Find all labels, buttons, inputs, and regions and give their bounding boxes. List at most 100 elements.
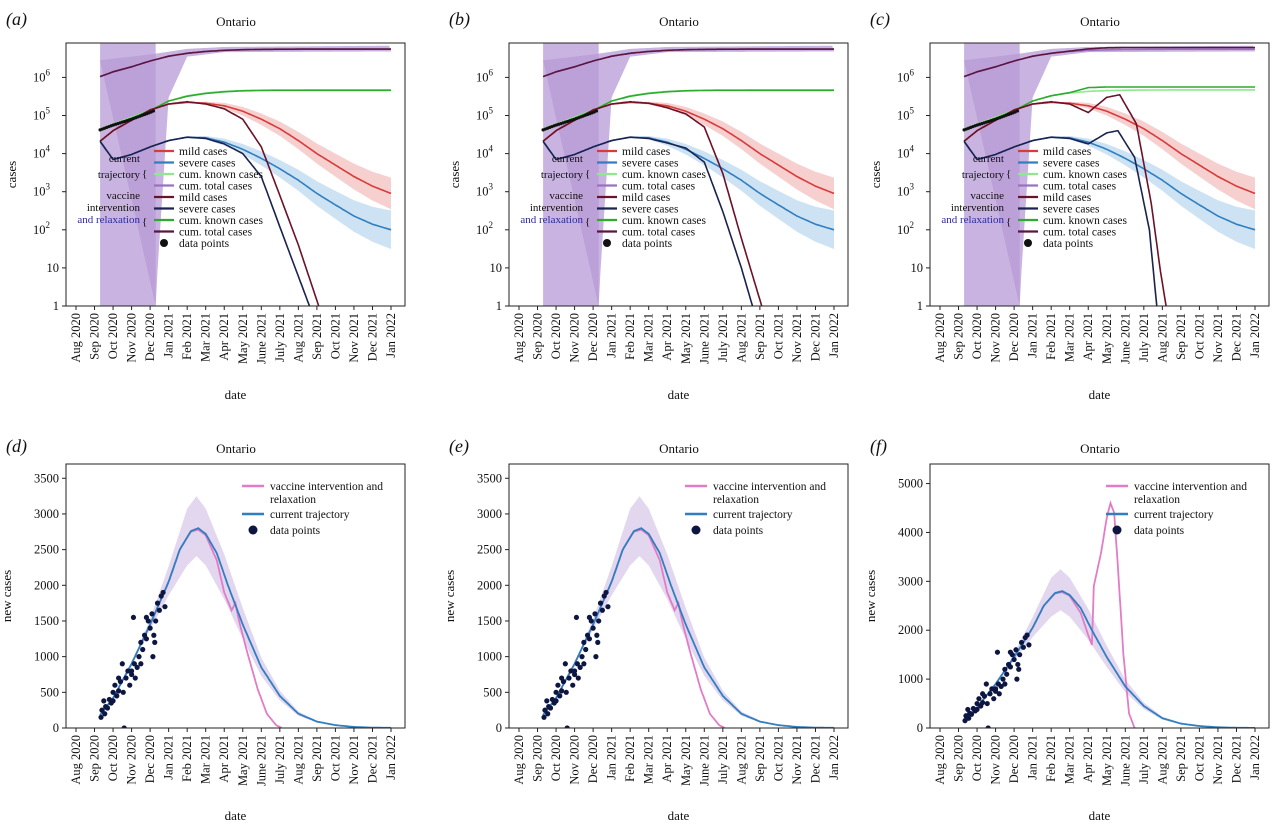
- data-point: [985, 725, 991, 728]
- x-tick-label: Nov 2020: [989, 313, 1003, 363]
- vaccine-label: intervention: [87, 202, 141, 214]
- plot-frame: [508, 42, 849, 307]
- data-point: [966, 715, 972, 721]
- data-point: [545, 711, 551, 717]
- data-point: [605, 604, 611, 610]
- y-tick-label: 102: [33, 220, 50, 237]
- legend-label: cum. known cases: [179, 169, 264, 181]
- x-tick-label: Jan 2022: [827, 735, 841, 780]
- data-point: [102, 711, 108, 717]
- legend-label: relaxation: [1134, 494, 1180, 506]
- data-point: [571, 671, 578, 678]
- data-point: [153, 618, 159, 624]
- legend-label: current trajectory: [1134, 509, 1214, 521]
- legend-label: cum. known cases: [1043, 215, 1128, 227]
- x-tick-label: July 2021: [1137, 313, 1151, 362]
- legend-label: data points: [179, 238, 230, 250]
- x-tick-label: Nov 2020: [989, 735, 1003, 785]
- x-tick-label: Oct 2020: [970, 735, 984, 781]
- y-tick-label: 5000: [898, 477, 923, 491]
- y-tick-label: 10: [47, 261, 60, 275]
- x-tick-label: Sep 2020: [88, 735, 102, 782]
- data-point: [562, 661, 568, 667]
- legend-label: data points: [1134, 525, 1185, 537]
- data-point: [599, 607, 605, 613]
- y-tick-label: 10: [490, 261, 503, 275]
- x-tick-label: Jan 2021: [605, 313, 619, 358]
- data-point: [595, 639, 601, 645]
- data-point: [138, 639, 144, 645]
- data-point: [99, 707, 105, 713]
- brace: {: [585, 216, 590, 228]
- data-point: [112, 682, 118, 688]
- x-axis-label: date: [1089, 387, 1111, 402]
- y-axis-label: new cases: [0, 570, 14, 622]
- legend-label: cum. total cases: [179, 181, 253, 193]
- legend-label: cum. total cases: [1043, 181, 1117, 193]
- data-point: [575, 675, 581, 681]
- x-tick-label: May 2021: [1100, 735, 1114, 786]
- x-tick-label: Nov 2020: [568, 735, 582, 785]
- legend-label: cum. known cases: [622, 215, 707, 227]
- x-tick-label: Sep 2021: [310, 735, 324, 782]
- x-tick-label: July 2021: [273, 735, 287, 784]
- legend-label: severe cases: [1043, 158, 1100, 170]
- x-tick-label: Sep 2021: [753, 735, 767, 782]
- x-tick-label: Sep 2021: [1174, 313, 1188, 360]
- data-point: [123, 675, 129, 681]
- x-axis-label: date: [668, 387, 690, 402]
- current-label: current: [552, 153, 583, 165]
- x-tick-label: July 2021: [273, 313, 287, 362]
- x-tick-label: Sep 2021: [310, 313, 324, 360]
- data-point: [1011, 656, 1017, 663]
- x-tick-label: Dec 2021: [808, 735, 822, 783]
- data-point: [1018, 639, 1025, 646]
- x-tick-label: Oct 2021: [771, 313, 785, 359]
- vaccine-label: intervention: [951, 202, 1005, 214]
- y-tick-label: 0: [496, 721, 502, 735]
- legend-label: data points: [270, 525, 321, 537]
- legend-data-marker: [691, 525, 701, 535]
- x-tick-label: Dec 2020: [143, 313, 157, 361]
- x-tick-label: Sep 2020: [531, 313, 545, 360]
- severe-vaccine-line: [99, 136, 311, 306]
- data-point: [564, 725, 570, 728]
- x-tick-label: Dec 2021: [365, 313, 379, 361]
- x-tick-label: Jan 2022: [1248, 313, 1262, 358]
- plot-frame: [508, 463, 849, 729]
- x-tick-label: Apr 2021: [1081, 735, 1095, 783]
- uncertainty-band: [543, 496, 834, 728]
- x-tick-label: Dec 2020: [1007, 735, 1021, 783]
- data-point: [1004, 671, 1010, 677]
- data-point: [138, 661, 144, 667]
- data-point: [1015, 661, 1021, 668]
- x-tick-label: Sep 2020: [952, 313, 966, 360]
- x-tick-label: Dec 2021: [1229, 735, 1243, 783]
- panel-letter: (c): [870, 9, 890, 30]
- data-point: [119, 661, 125, 667]
- legend-label: cum. known cases: [179, 215, 264, 227]
- x-tick-label: Aug 2020: [512, 313, 526, 363]
- y-tick-label: 102: [897, 220, 914, 237]
- cum-total-band: [100, 45, 391, 306]
- x-tick-label: Aug 2021: [1155, 735, 1169, 785]
- data-point: [553, 698, 559, 704]
- y-tick-label: 105: [33, 106, 51, 123]
- vaccine-label: intervention: [530, 202, 584, 214]
- data-point: [603, 589, 609, 596]
- x-tick-label: Oct 2020: [106, 313, 120, 359]
- data-point: [570, 682, 576, 688]
- data-point: [134, 664, 140, 670]
- x-tick-label: May 2021: [1100, 313, 1114, 364]
- vaccine-label: vaccine: [549, 190, 583, 202]
- data-point: [101, 698, 107, 704]
- y-tick-label: 2500: [34, 543, 59, 557]
- data-point: [547, 705, 554, 711]
- y-tick-label: 1000: [898, 672, 923, 686]
- data-point: [983, 681, 989, 687]
- x-axis-label: date: [1089, 808, 1111, 823]
- x-axis-label: date: [225, 808, 247, 823]
- plot-area: [962, 43, 1256, 306]
